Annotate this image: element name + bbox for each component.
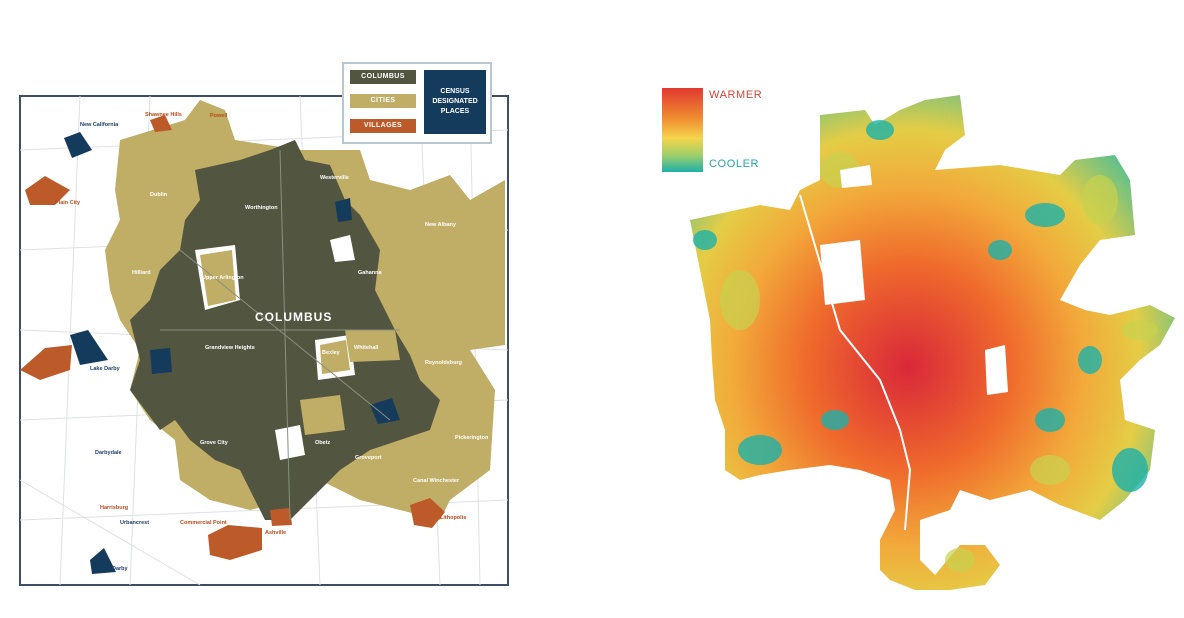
place-label-village: Ashville [265,530,287,536]
place-label: Dublin [150,192,168,198]
city-islands [200,250,400,435]
legend-villages: VILLAGES [350,119,416,133]
place-label: Groveport [355,455,382,461]
place-label: Bexley [322,350,340,356]
place-label: Whitehall [354,345,379,351]
place-label: Hilliard [132,270,151,276]
place-label-cdp: Lake Darby [90,366,120,372]
legend-cdp: CENSUS DESIGNATED PLACES [424,70,486,134]
place-label: Westerville [320,175,349,181]
place-label: Canal Winchester [413,478,460,484]
place-label-village: Powell [210,113,228,119]
river [799,194,912,531]
place-label: Grandview Heights [205,345,255,351]
place-label: Upper Arlington [202,275,244,281]
place-label-village: Shawnee Hills [145,112,182,118]
place-label: New Albany [425,222,456,228]
heat-mid-patches [720,152,1158,572]
columbus-label: COLUMBUS [255,310,333,324]
legend-cooler: COOLER [709,158,760,170]
heat-map-shape [690,95,1175,590]
place-label: Pickerington [455,435,489,441]
place-label-cdp: Darby [112,566,128,572]
left-highways [160,149,400,521]
place-label: Worthington [245,205,278,211]
legend-warmer: WARMER [709,89,763,101]
legend-cities: CITIES [350,94,416,108]
legend-columbus: COLUMBUS [350,70,416,84]
place-label-village: Lithopolis [440,515,467,521]
place-label-village: Harrisburg [100,505,129,511]
place-label-cdp: Urbancrest [120,520,150,526]
place-label: Obetz [315,440,331,446]
place-label: Gahanna [358,270,382,276]
left-map-legend: COLUMBUS CITIES VILLAGES CENSUS DESIGNAT… [342,62,492,144]
heat-cool-patches [693,120,1148,492]
heat-legend-gradient [662,88,703,172]
heat-map-holes [820,165,1008,395]
place-label-cdp: New California [80,122,119,128]
place-label: Grove City [200,440,228,446]
village-regions [20,115,445,560]
cdp-regions [64,132,400,574]
place-label: Reynoldsburg [425,360,462,366]
place-label-village: Commercial Point [180,520,227,526]
place-label-cdp: Darbydale [95,450,122,456]
place-label-village: Plain City [55,200,81,206]
